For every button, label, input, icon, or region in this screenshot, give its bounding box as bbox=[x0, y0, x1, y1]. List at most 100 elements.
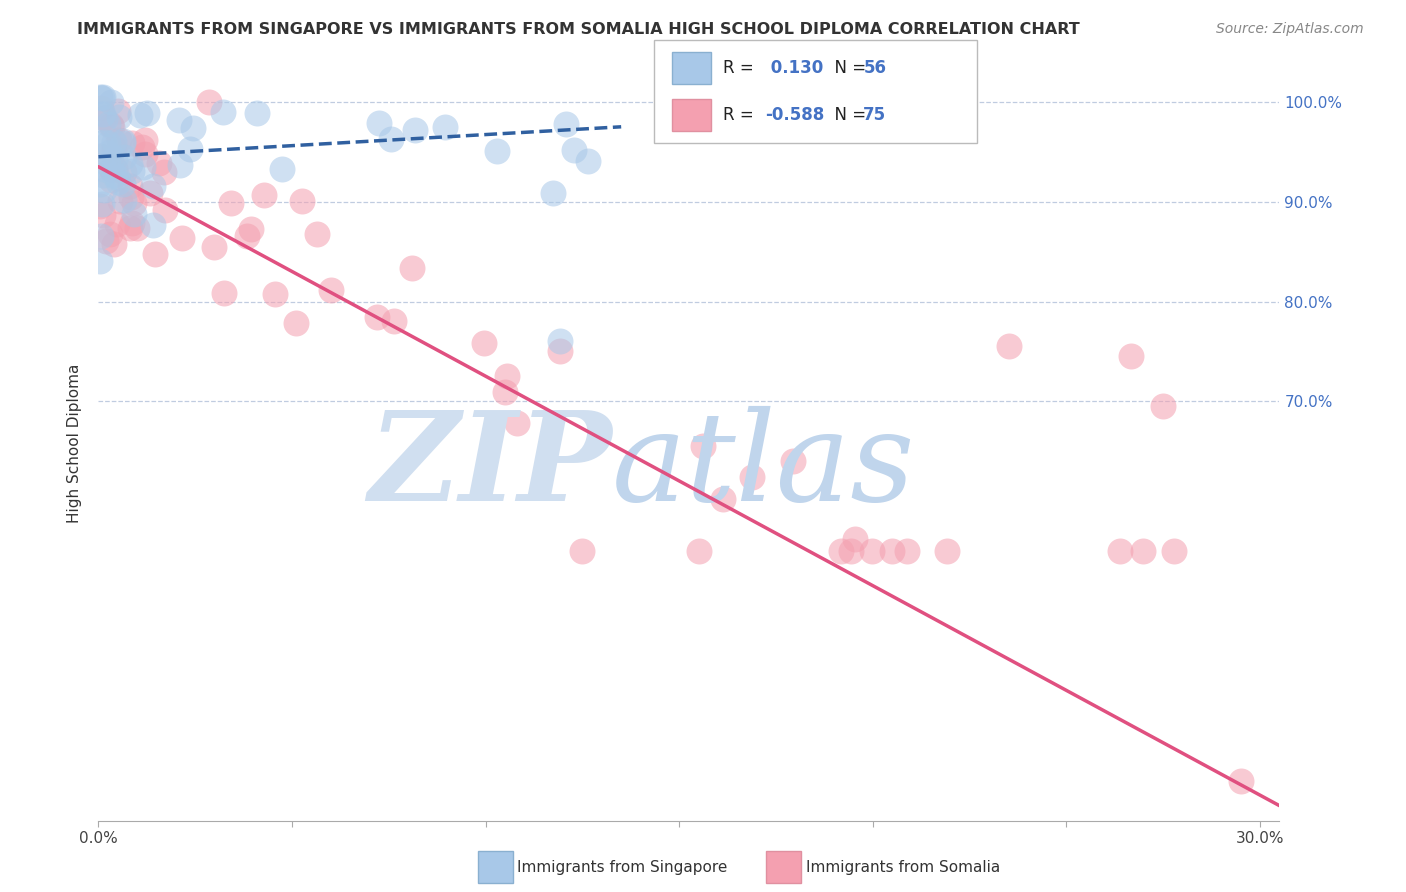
Point bbox=[305, 227, 328, 241]
Point bbox=[271, 162, 294, 177]
Point bbox=[103, 168, 125, 182]
Point bbox=[496, 369, 519, 384]
Point bbox=[129, 108, 152, 122]
Point bbox=[1109, 544, 1132, 558]
Point bbox=[212, 286, 235, 301]
Point bbox=[142, 218, 165, 232]
Point bbox=[472, 336, 495, 351]
Point bbox=[367, 116, 389, 130]
Point bbox=[122, 196, 145, 211]
Y-axis label: High School Diploma: High School Diploma bbox=[67, 364, 83, 524]
Point bbox=[120, 220, 142, 235]
Point bbox=[936, 544, 959, 558]
Point bbox=[97, 145, 120, 160]
Point bbox=[264, 287, 287, 301]
Point bbox=[101, 120, 124, 135]
Point bbox=[153, 164, 176, 178]
Point bbox=[711, 491, 734, 506]
Point bbox=[91, 168, 114, 182]
Point bbox=[108, 133, 131, 147]
Point bbox=[562, 143, 585, 157]
Point bbox=[1152, 400, 1174, 414]
Point bbox=[105, 218, 128, 232]
Point bbox=[142, 179, 165, 194]
Point bbox=[554, 117, 576, 131]
Point bbox=[401, 260, 423, 275]
Point bbox=[97, 157, 120, 171]
Point bbox=[404, 123, 426, 137]
Text: ZIP: ZIP bbox=[368, 406, 612, 527]
Point bbox=[91, 107, 114, 121]
Point bbox=[494, 385, 516, 400]
Point bbox=[830, 544, 852, 558]
Text: R =: R = bbox=[723, 106, 759, 124]
Point bbox=[202, 240, 225, 254]
Point bbox=[89, 199, 111, 213]
Text: R =: R = bbox=[723, 59, 759, 77]
Point bbox=[433, 120, 456, 134]
Point bbox=[105, 169, 128, 184]
Point bbox=[239, 222, 262, 236]
Point bbox=[741, 470, 763, 484]
Point bbox=[169, 158, 191, 172]
Point bbox=[143, 247, 166, 261]
Point bbox=[125, 221, 148, 235]
Point bbox=[93, 135, 115, 149]
Point bbox=[112, 150, 135, 164]
Point bbox=[548, 334, 571, 349]
Point bbox=[89, 136, 111, 150]
Point bbox=[132, 160, 155, 174]
Point bbox=[366, 310, 388, 325]
Text: IMMIGRANTS FROM SINGAPORE VS IMMIGRANTS FROM SOMALIA HIGH SCHOOL DIPLOMA CORRELA: IMMIGRANTS FROM SINGAPORE VS IMMIGRANTS … bbox=[77, 22, 1080, 37]
Point bbox=[120, 189, 142, 203]
Point bbox=[91, 197, 114, 211]
Point bbox=[108, 194, 131, 208]
Text: N =: N = bbox=[824, 59, 872, 77]
Point bbox=[112, 136, 135, 150]
Point bbox=[134, 146, 156, 161]
Point bbox=[121, 163, 143, 178]
Text: Immigrants from Singapore: Immigrants from Singapore bbox=[517, 860, 728, 874]
Point bbox=[844, 532, 866, 546]
Point bbox=[91, 90, 114, 104]
Point bbox=[97, 136, 120, 150]
Point bbox=[103, 135, 125, 149]
Point bbox=[997, 339, 1019, 353]
Point bbox=[880, 544, 903, 558]
Point bbox=[172, 231, 194, 245]
Text: -0.588: -0.588 bbox=[765, 106, 824, 124]
Point bbox=[291, 194, 314, 208]
Point bbox=[382, 313, 405, 327]
Point bbox=[284, 316, 307, 330]
Point bbox=[1229, 773, 1251, 788]
Point bbox=[107, 110, 129, 124]
Point bbox=[112, 165, 135, 179]
Point bbox=[486, 144, 509, 158]
Point bbox=[94, 112, 117, 127]
Point bbox=[93, 161, 115, 176]
Point bbox=[98, 227, 121, 241]
Point bbox=[1119, 350, 1142, 364]
Point bbox=[692, 439, 714, 453]
Point bbox=[505, 417, 527, 431]
Point bbox=[91, 208, 114, 222]
Text: atlas: atlas bbox=[612, 406, 915, 527]
Point bbox=[100, 173, 122, 187]
Point bbox=[253, 187, 276, 202]
Point bbox=[131, 140, 153, 154]
Point bbox=[104, 152, 127, 166]
Point bbox=[212, 105, 235, 120]
Point bbox=[688, 544, 710, 558]
Point bbox=[782, 453, 804, 467]
Point bbox=[153, 203, 176, 218]
Point bbox=[1132, 544, 1154, 558]
Point bbox=[236, 228, 259, 243]
Text: N =: N = bbox=[824, 106, 872, 124]
Point bbox=[121, 136, 143, 150]
Point bbox=[89, 90, 111, 104]
Point bbox=[183, 120, 205, 135]
Point bbox=[103, 236, 125, 251]
Point bbox=[148, 156, 170, 170]
Point bbox=[839, 544, 862, 558]
Point bbox=[179, 142, 201, 156]
